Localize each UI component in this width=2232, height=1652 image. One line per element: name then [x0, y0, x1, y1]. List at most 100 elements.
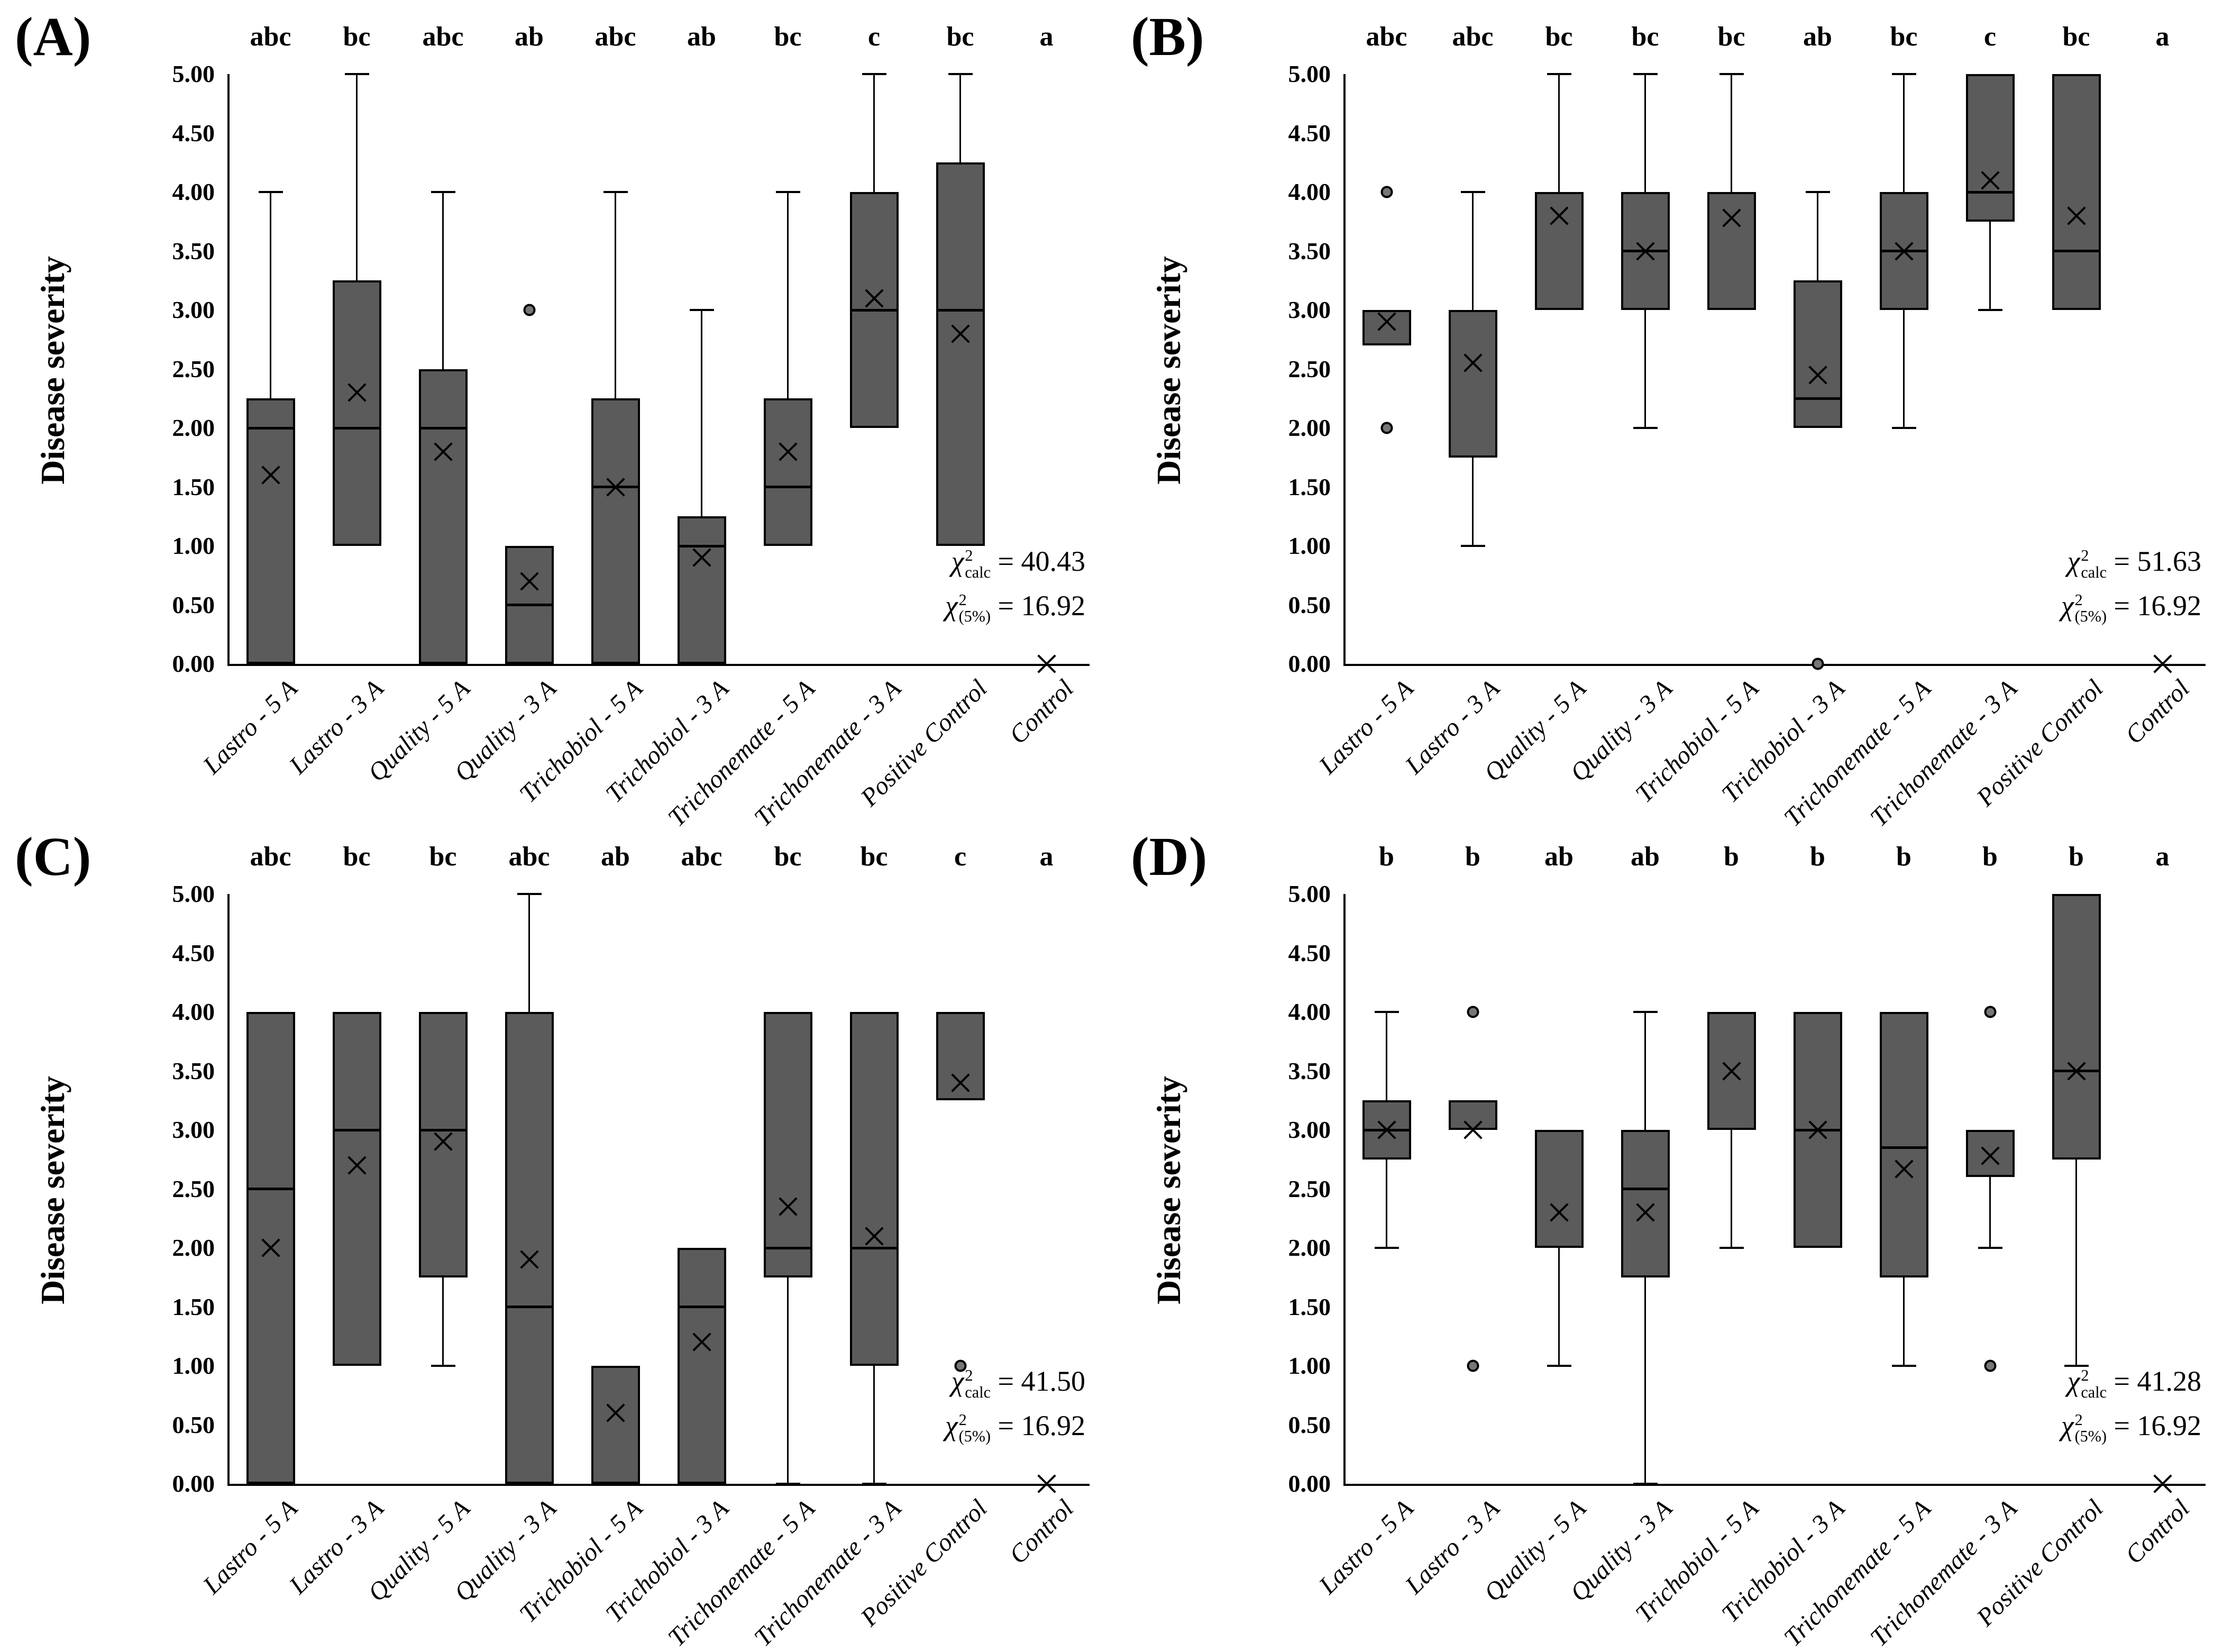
mean-x-marker: [1375, 309, 1399, 334]
significance-letter: bc: [343, 842, 371, 872]
y-tick-label: 0.00: [1288, 1470, 1331, 1497]
mean-x-marker: [1461, 1118, 1485, 1142]
significance-letter: b: [1810, 842, 1825, 872]
box: [418, 1012, 468, 1277]
lower-whisker-cap: [431, 1365, 455, 1367]
upper-whisker-cap: [1633, 73, 1658, 75]
box: [246, 398, 295, 664]
y-tick-label: 0.00: [172, 1470, 215, 1497]
box: [677, 516, 726, 664]
upper-whisker-cap: [1633, 1011, 1658, 1013]
y-tick-label: 2.50: [1288, 1175, 1331, 1202]
upper-whisker-cap: [517, 893, 542, 895]
significance-letter: bc: [774, 22, 802, 52]
mean-x-marker: [1892, 239, 1916, 263]
lower-whisker: [1472, 457, 1474, 546]
median-line: [505, 604, 554, 606]
panel-label: (A): [15, 6, 92, 67]
mean-x-marker: [431, 1129, 455, 1154]
mean-x-marker: [948, 322, 973, 346]
panel-c: (C) Disease severity 5.00 4.50 4.00 3.50 3.0…: [0, 820, 1116, 1652]
upper-whisker-cap: [862, 73, 886, 75]
chi-exponent: 2: [958, 590, 967, 609]
median-line: [677, 544, 726, 547]
box: [1534, 1130, 1584, 1248]
y-tick-label: 1.00: [1288, 532, 1331, 559]
y-tick-label: 5.00: [172, 60, 215, 87]
box: [1793, 280, 1842, 428]
lower-whisker-cap: [1374, 1247, 1399, 1249]
chi-calc-line: χ 2 calc = 41.28: [2067, 1365, 2201, 1401]
upper-whisker: [270, 192, 271, 399]
significance-letter: ab: [1803, 22, 1832, 52]
upper-whisker: [959, 74, 961, 163]
significance-letter: bc: [860, 842, 888, 872]
lower-whisker: [442, 1277, 444, 1366]
significance-letter: a: [1039, 22, 1054, 52]
lower-whisker: [1644, 1277, 1646, 1484]
outlier-dot: [1812, 658, 1824, 670]
median-line: [2052, 250, 2101, 252]
chi-critical-line: χ 2 (5%) = 16.92: [945, 589, 1085, 626]
significance-letter: bc: [1545, 22, 1573, 52]
outlier-dot: [1467, 1359, 1479, 1372]
lower-whisker-cap: [2064, 1365, 2089, 1367]
upper-whisker-cap: [1891, 73, 1916, 75]
box: [1362, 310, 1411, 345]
lower-whisker: [1903, 310, 1905, 428]
outlier-dot: [523, 304, 535, 316]
lower-whisker-cap: [1978, 1247, 2002, 1249]
mean-x-marker: [1978, 168, 2002, 193]
significance-letter: a: [1039, 842, 1054, 872]
median-line: [418, 426, 468, 430]
chi-exponent: 2: [965, 1366, 973, 1384]
chi-square-annotation: χ 2 calc = 51.63 χ 2 (5%) = 16.92: [2061, 540, 2201, 628]
median-line: [246, 1188, 295, 1190]
y-tick-label: 4.00: [1288, 178, 1331, 205]
lower-whisker-cap: [1719, 1247, 1744, 1249]
y-tick-label: 1.50: [1288, 473, 1331, 500]
y-tick-label: 4.00: [1288, 998, 1331, 1025]
significance-letter: bc: [1717, 22, 1745, 52]
upper-whisker-cap: [1805, 191, 1830, 193]
chi-exponent: 2: [2081, 546, 2089, 564]
box: [1448, 310, 1497, 458]
median-line: [1879, 1146, 1928, 1149]
y-tick-label: 2.00: [172, 1234, 215, 1261]
chi-calc-line: χ 2 calc = 40.43: [951, 545, 1085, 581]
chi-subscript: calc: [2081, 563, 2107, 581]
upper-whisker: [787, 192, 789, 399]
y-tick-label: 4.50: [172, 119, 215, 147]
x-axis-line: [1343, 664, 2206, 666]
box: [2052, 894, 2101, 1160]
upper-whisker: [1731, 74, 1732, 192]
y-tick-label: 3.50: [1288, 1057, 1331, 1084]
upper-whisker: [356, 74, 358, 281]
lower-whisker: [1989, 221, 1991, 310]
mean-x-marker: [2151, 1472, 2175, 1496]
y-axis-line: [227, 74, 230, 666]
panel-label: (D): [1131, 826, 1208, 887]
mean-x-marker: [1719, 206, 1744, 230]
panel-d: (D) Disease severity 5.00 4.50 4.00 3.50 3.0…: [1116, 820, 2232, 1652]
box: [2052, 74, 2101, 310]
significance-letter: b: [1724, 842, 1739, 872]
significance-letter: c: [1983, 22, 1997, 52]
mean-x-marker: [862, 286, 886, 311]
upper-whisker: [1472, 192, 1474, 310]
x-category-label: Control: [1004, 1494, 1079, 1569]
mean-x-marker: [345, 380, 369, 405]
mean-x-marker: [690, 545, 714, 570]
upper-whisker: [528, 894, 530, 1012]
upper-whisker: [701, 310, 702, 517]
lower-whisker-cap: [1460, 545, 1485, 547]
y-axis-line: [1343, 894, 1346, 1486]
significance-letter: abc: [681, 842, 722, 872]
upper-whisker: [442, 192, 444, 369]
significance-letter: a: [2155, 22, 2170, 52]
x-category-label: Trichonemate - 5 A: [1778, 674, 1936, 832]
mean-x-marker: [776, 1194, 800, 1219]
box: [1965, 74, 2015, 222]
significance-letter: a: [2155, 842, 2170, 872]
chi-critical-line: χ 2 (5%) = 16.92: [945, 1409, 1085, 1446]
